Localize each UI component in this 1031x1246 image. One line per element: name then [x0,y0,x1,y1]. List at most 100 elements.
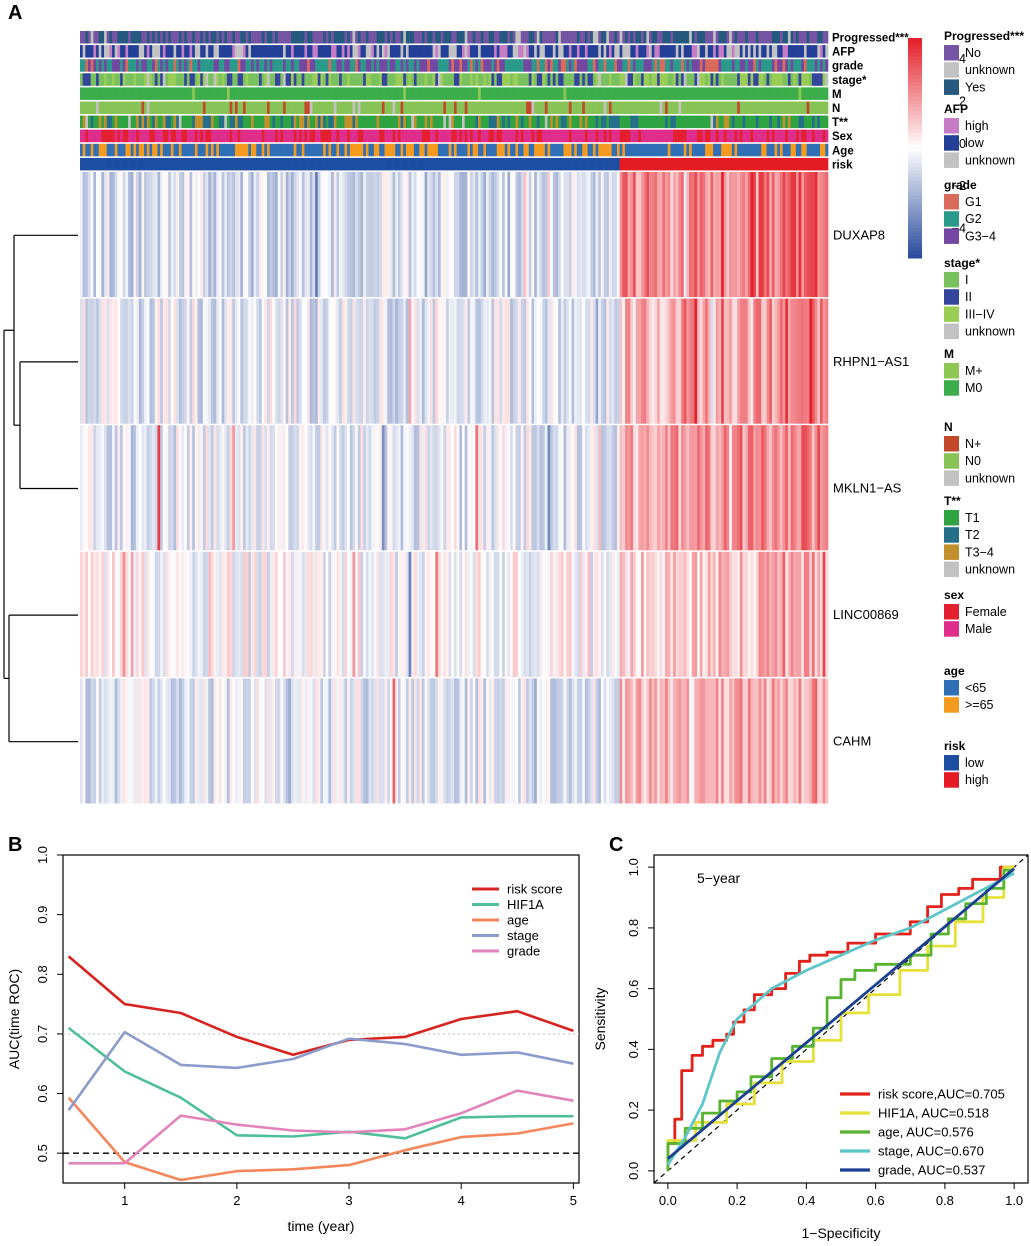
y-tick-label: 0.7 [35,1025,50,1043]
legend-label-0: risk score,AUC=0.705 [878,1087,1005,1102]
panel-c-letter: C [609,834,623,856]
y-tick-label: 0.2 [626,1101,641,1119]
x-tick-label: 1 [121,1193,128,1208]
legend-progressed: Progressed*** No unknown Yes [944,29,1024,95]
y-axis-label: Sensitivity [592,987,608,1050]
color-scale: 420−2−4 [908,38,966,259]
heatmap-row-2 [80,425,829,551]
annotation-labels: Progressed*** AFP grade stage* MN T** Sex Age ri… [832,33,909,172]
heatmap-row-4 [80,678,829,804]
legend-grade: grade G1 G2 G3−4 [944,178,996,244]
x-tick-label: 0.8 [936,1193,954,1208]
legend-swatch [944,135,959,151]
heatmap-row-3 [80,551,829,677]
gene-labels: DUXAP8 RHPN1−AS1 MKLN1−AS LINC00869 CAHM [833,227,909,748]
legend-item: unknown [965,471,1015,485]
legend-swatch [944,772,959,788]
annotation-track-m [80,87,829,100]
legend-title: Progressed*** [944,29,1024,43]
legend-label-4: grade [507,944,540,959]
y-tick-label: 0.9 [35,906,50,924]
color-scale-tick: 0 [959,137,966,151]
annotation-label-n: N [832,103,840,115]
y-tick-label: 0.6 [626,980,641,998]
legend-swatch [944,436,959,452]
roc-curve-3 [666,871,1015,1166]
legend-item: Male [965,622,992,636]
legend-swatch [944,621,959,637]
series-line-hif1a [67,1026,574,1140]
gene-label: RHPN1−AS1 [833,354,909,369]
legend-item: Yes [965,80,985,94]
legend-label-2: age [507,913,529,928]
legend-title: grade [944,178,977,192]
annotation-track-sex [80,129,829,143]
legend-swatch [944,544,959,560]
legend-label-3: stage [507,928,539,943]
x-tick-label: 2 [233,1193,240,1208]
y-tick-label: 1.0 [35,846,50,864]
y-tick-label: 0.8 [35,965,50,983]
legend-title: M [944,347,954,361]
legend-swatch [944,510,959,526]
legend-label-4: grade, AUC=0.537 [878,1163,985,1178]
x-tick-label: 5 [570,1193,577,1208]
legend-title: AFP [944,102,968,116]
annotation-track-afp [80,45,829,58]
legend-swatch [944,380,959,396]
auc-time-chart: 1 2 3 4 5 0.5 0.6 0.7 0.8 0.9 1.0 time (year) AUC(ti… [6,846,580,1234]
legend-swatch [944,363,959,379]
legend-item: low [965,136,985,150]
legend-item: G1 [965,195,982,209]
x-tick-label: 1.0 [1005,1193,1023,1208]
row-dendrogram [3,234,78,743]
legend-title: N [944,420,953,434]
annotation-track-n [80,101,829,114]
y-tick-label: 0.5 [35,1144,50,1162]
annotation-label-age: Age [832,145,854,157]
annotation-label-t: T** [832,117,849,129]
annotation-label-m: M [832,89,842,101]
annotation-label-sex: Sex [832,131,853,143]
y-tick-label: 0.4 [626,1040,641,1058]
plot-frame [653,854,1029,1184]
y-tick-label: 0.0 [626,1162,641,1180]
legend-swatch [944,453,959,469]
legend-swatch [944,45,959,61]
legend-label-0: risk score [507,882,563,897]
legend-swatch [944,152,959,168]
y-tick-label: 0.8 [626,919,641,937]
legend-swatch [944,194,959,210]
color-scale-tick: 2 [959,95,966,109]
legend-item: <65 [965,681,986,695]
legend-swatch [944,323,959,340]
legend-swatch [944,527,959,543]
y-axis-label: AUC(time ROC) [6,969,22,1069]
legend-item: >=65 [965,698,994,712]
annotation-track-stage [80,73,829,86]
y-tick-label: 0.6 [35,1085,50,1103]
annotation-track-progressed [80,31,829,44]
legend-swatch [944,755,959,771]
legend-item: III−IV [965,307,995,321]
y-tick-label: 1.0 [626,858,641,876]
annotation-legends: Progressed*** No unknown Yes AFP high low unkno… [944,29,1024,788]
series-line-stage [67,1030,574,1111]
legend-item: II [965,290,972,304]
roc-chart: 0.0 0.2 0.4 0.6 0.8 1.0 0.0 0.2 0.4 0.6 0.8 1.0 1−Sp… [592,854,1029,1241]
annotation-label-afp: AFP [832,47,855,59]
annotation-track-age [80,143,829,157]
x-axis-label: 1−Specificity [802,1225,881,1241]
legend-swatch [944,561,959,578]
annotation-label-risk: risk [832,159,853,171]
legend-swatch [944,680,959,696]
legend-swatch [944,118,959,134]
heatmap-row-1 [80,298,829,424]
legend-swatch [944,604,959,620]
legend-swatch [944,289,959,305]
annotation-label-stage: stage* [832,75,867,87]
legend-t: T** T1 T2 T3−4 unknown [944,494,1015,578]
legend-item: G3−4 [965,229,996,243]
legend-age: age<65 >=65 [944,664,994,713]
annotation-track-risk [80,157,829,171]
